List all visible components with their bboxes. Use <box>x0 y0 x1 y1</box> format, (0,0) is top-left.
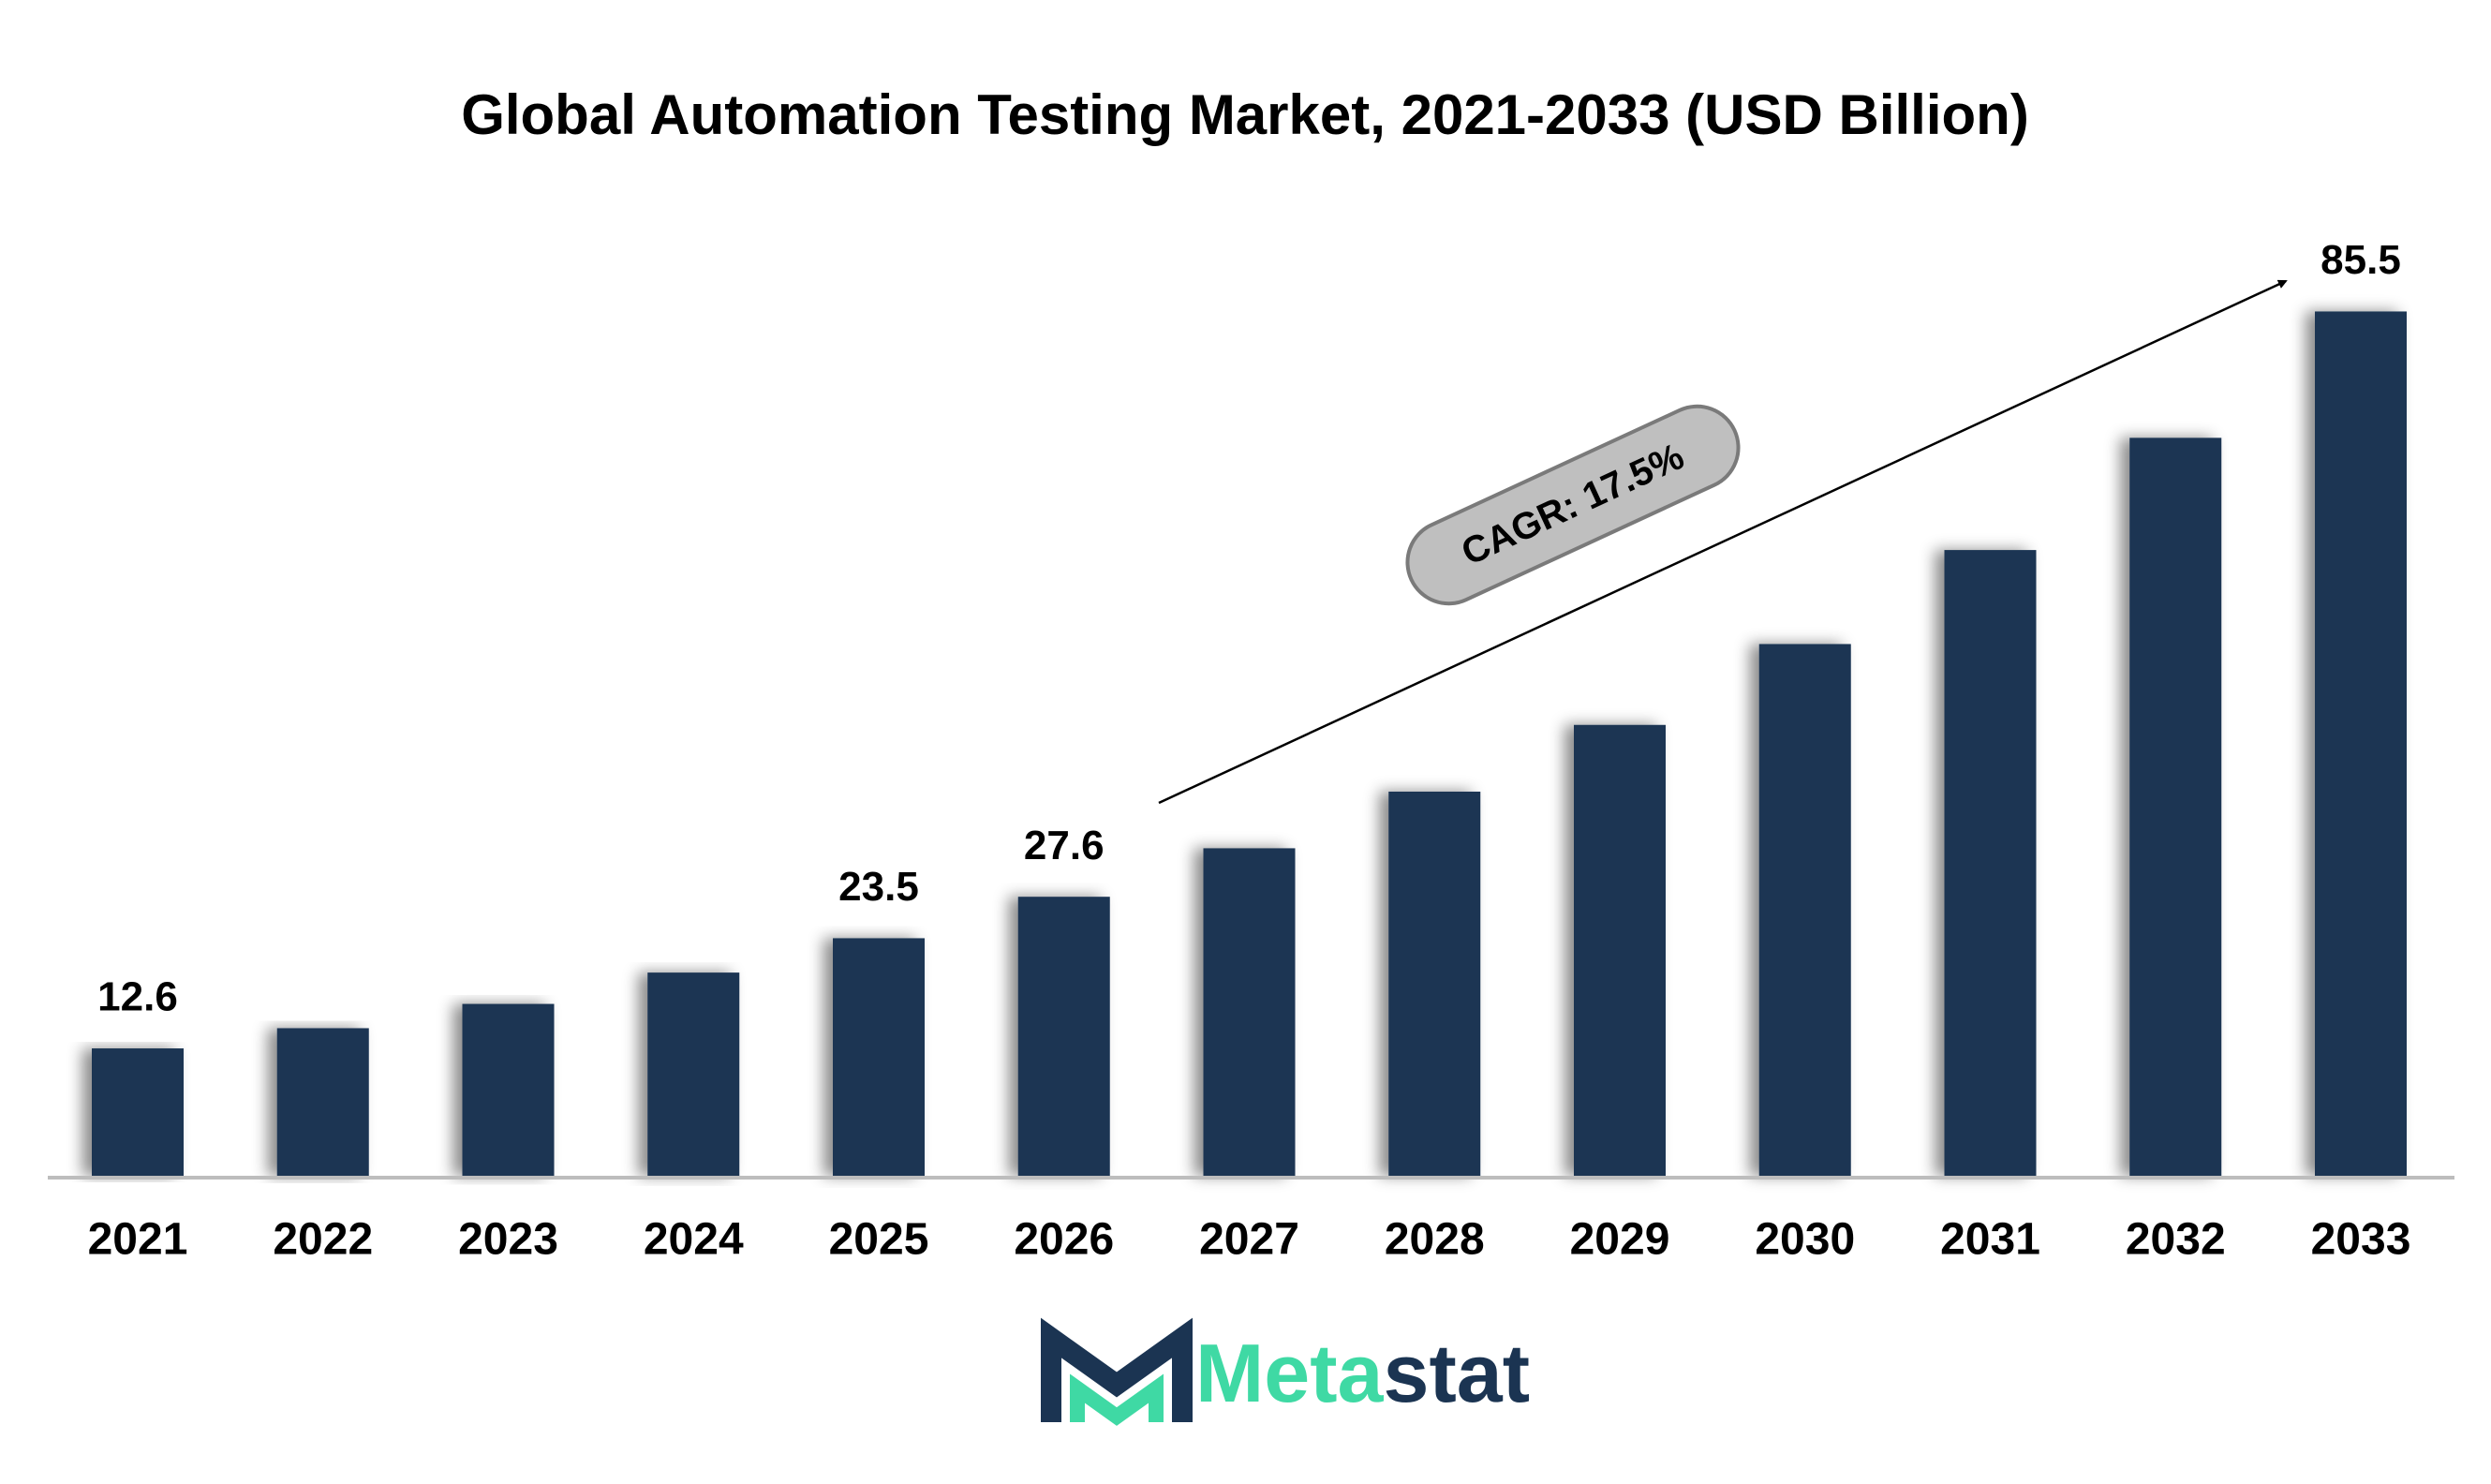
bar <box>1944 550 2037 1176</box>
data-label: 27.6 <box>1024 823 1105 868</box>
x-tick-label: 2033 <box>2311 1215 2411 1265</box>
x-tick-label: 2029 <box>1570 1215 1670 1265</box>
cagr-badge: CAGR: 17.5% <box>1405 404 1741 606</box>
bar <box>1017 897 1110 1176</box>
bar <box>92 1048 184 1176</box>
plot-area <box>92 311 2407 1177</box>
bar <box>2315 311 2407 1177</box>
x-tick-label: 2032 <box>2126 1215 2226 1265</box>
bar <box>462 1003 555 1176</box>
logo-icon-accent <box>1070 1373 1164 1426</box>
x-tick-label: 2028 <box>1385 1215 1485 1265</box>
trend-arrow <box>1158 279 2288 805</box>
chart-title: Global Automation Testing Market, 2021-2… <box>461 83 2029 146</box>
x-tick-label: 2023 <box>458 1215 558 1265</box>
bar <box>1388 791 1481 1176</box>
x-tick-label: 2027 <box>1199 1215 1299 1265</box>
logo-text-part: Meta <box>1195 1327 1385 1419</box>
bar <box>276 1028 369 1176</box>
cagr-box <box>1405 404 1741 606</box>
logo-text: Metastat <box>1195 1327 1530 1419</box>
data-label: 23.5 <box>838 864 919 910</box>
bar <box>2129 438 2222 1177</box>
data-label: 85.5 <box>2320 237 2401 283</box>
x-tick-label: 2030 <box>1755 1215 1855 1265</box>
x-tick-label: 2024 <box>644 1215 744 1265</box>
x-tick-label: 2021 <box>88 1215 188 1265</box>
bar <box>1574 724 1666 1176</box>
x-tick-label: 2025 <box>829 1215 929 1265</box>
bar <box>647 972 740 1176</box>
x-tick-label: 2026 <box>1014 1215 1114 1265</box>
bar <box>1203 848 1296 1176</box>
x-tick-label: 2031 <box>1940 1215 2040 1265</box>
logo-text-part: stat <box>1384 1327 1531 1419</box>
logo: Metastat <box>1041 1317 1530 1426</box>
logo-icon <box>1041 1317 1193 1422</box>
data-label: 12.6 <box>97 974 178 1020</box>
x-tick-label: 2022 <box>273 1215 373 1265</box>
bar <box>833 938 925 1176</box>
bar <box>1758 644 1851 1176</box>
